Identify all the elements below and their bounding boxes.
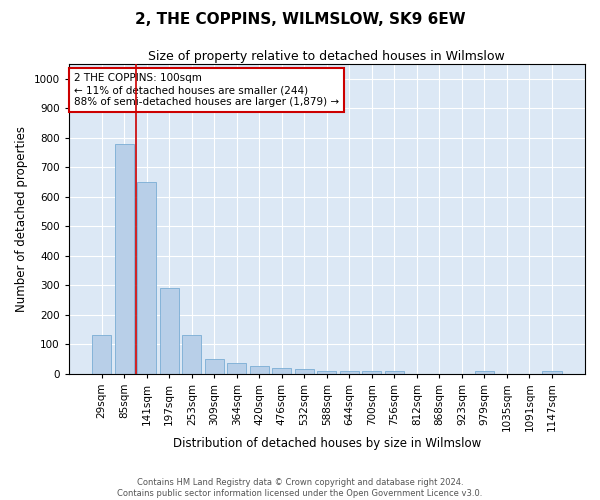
Y-axis label: Number of detached properties: Number of detached properties — [15, 126, 28, 312]
Bar — [115, 144, 134, 374]
Bar — [475, 370, 494, 374]
Bar — [250, 366, 269, 374]
Bar — [205, 359, 224, 374]
Text: 2, THE COPPINS, WILMSLOW, SK9 6EW: 2, THE COPPINS, WILMSLOW, SK9 6EW — [134, 12, 466, 28]
Bar — [182, 336, 202, 374]
Bar — [227, 364, 247, 374]
Bar — [542, 370, 562, 374]
Bar — [92, 336, 112, 374]
Bar — [295, 369, 314, 374]
Bar — [317, 370, 337, 374]
Bar — [160, 288, 179, 374]
Text: 2 THE COPPINS: 100sqm
← 11% of detached houses are smaller (244)
88% of semi-det: 2 THE COPPINS: 100sqm ← 11% of detached … — [74, 74, 339, 106]
X-axis label: Distribution of detached houses by size in Wilmslow: Distribution of detached houses by size … — [173, 437, 481, 450]
Bar — [362, 370, 382, 374]
Bar — [385, 370, 404, 374]
Bar — [137, 182, 157, 374]
Bar — [340, 370, 359, 374]
Title: Size of property relative to detached houses in Wilmslow: Size of property relative to detached ho… — [148, 50, 505, 63]
Bar — [272, 368, 292, 374]
Text: Contains HM Land Registry data © Crown copyright and database right 2024.
Contai: Contains HM Land Registry data © Crown c… — [118, 478, 482, 498]
